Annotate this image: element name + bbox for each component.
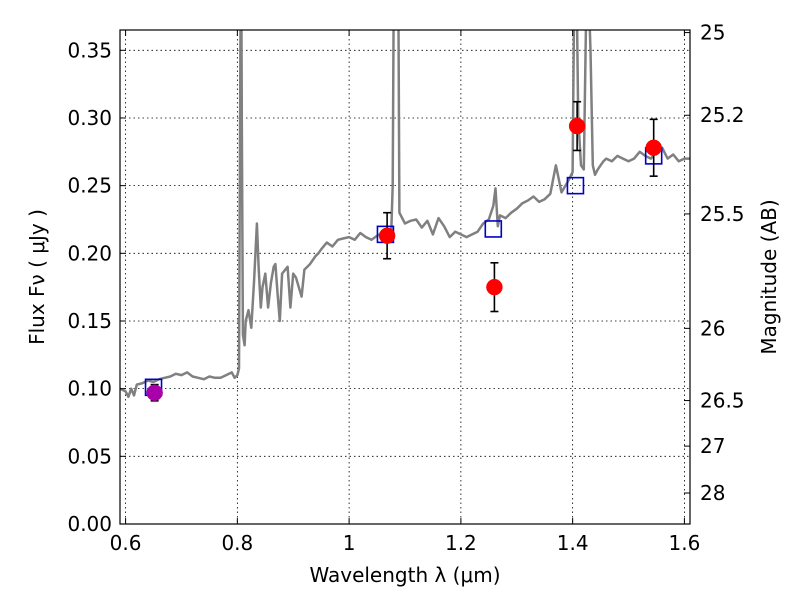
x-tick-label: 0.6	[110, 531, 142, 555]
observed-photometry-marker	[378, 227, 396, 244]
y-tick-label: 0.15	[67, 309, 112, 333]
y2-axis-label: Magnitude (AB)	[757, 199, 781, 354]
y-tick-label: 0.25	[67, 174, 112, 198]
observed-photometry-marker	[486, 278, 503, 296]
y-tick-label: 0.20	[67, 241, 112, 265]
x-tick-label: 0.8	[221, 531, 253, 555]
y-axis-label: Flux Fν ( μJy )	[25, 209, 49, 345]
y-tick-label: 0.10	[67, 377, 112, 401]
mag-tick-label: 26	[700, 316, 725, 340]
y-tick-label: 0.35	[67, 38, 112, 62]
x-tick-label: 1.2	[445, 531, 477, 555]
marker-layer	[144, 100, 663, 402]
y-tick-label: 0.00	[67, 512, 112, 536]
mag-tick-label: 25.5	[700, 202, 745, 226]
model-photometry-marker	[484, 220, 503, 238]
x-tick-label: 1.6	[669, 531, 701, 555]
plot-frame	[119, 29, 691, 525]
x-tick-label: 1	[343, 531, 356, 555]
observed-photometry-marker	[568, 117, 586, 135]
mag-tick-label: 25	[700, 21, 725, 45]
model-photometry-marker	[566, 176, 585, 195]
mag-tick-label: 26.5	[700, 389, 745, 413]
y-tick-label: 0.30	[67, 106, 112, 130]
optical-photometry-marker	[146, 384, 163, 401]
x-tick-label: 1.4	[557, 531, 589, 555]
mag-tick-label: 27	[700, 434, 725, 458]
observed-photometry-marker	[645, 139, 662, 156]
x-axis-label: Wavelength λ (μm)	[309, 563, 500, 587]
mag-tick-label: 25.2	[700, 103, 745, 127]
y-tick-label: 0.05	[67, 444, 112, 468]
mag-tick-label: 28	[700, 481, 725, 505]
ticks: 0.6 0.8 1 1.2 1.4 1.6 0.00 0.05 0.10 0.15 0.20 0.25…	[67, 21, 744, 555]
